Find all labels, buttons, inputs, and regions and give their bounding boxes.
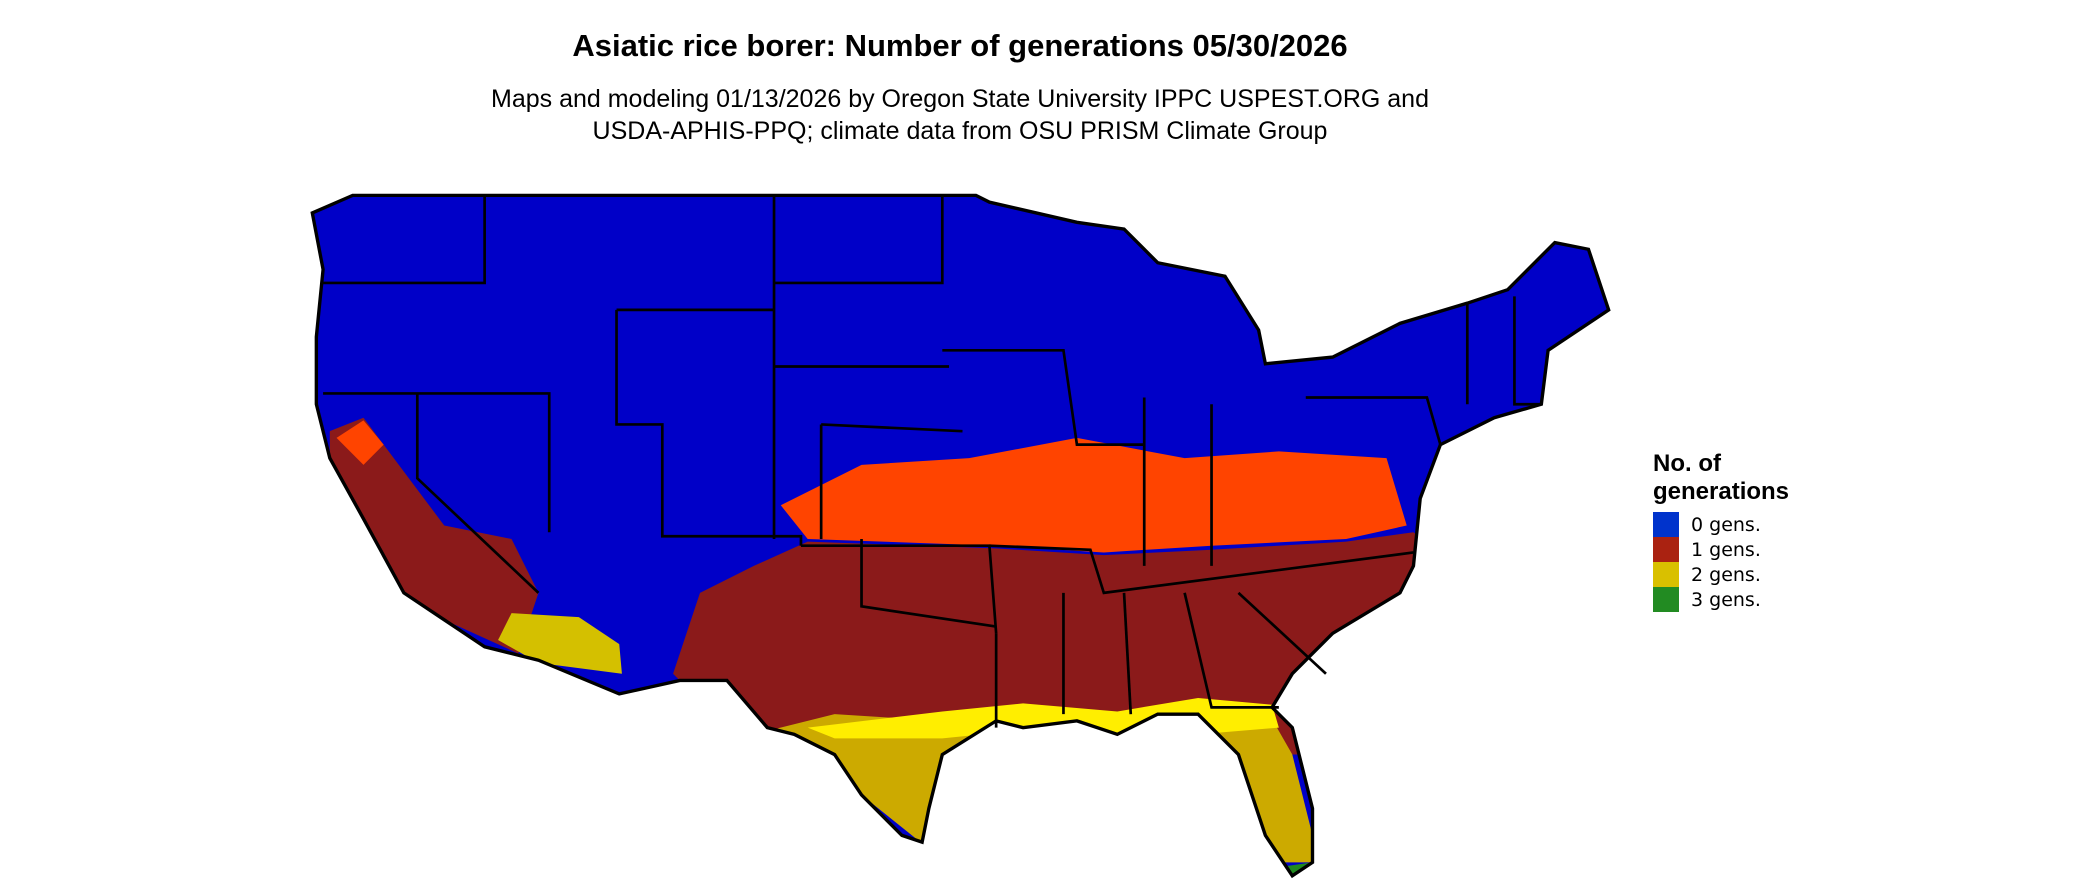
legend-label: 3 gens. [1691,588,1761,611]
legend-item-1-gens: 1 gens. [1653,537,1789,562]
legend-title: No. of generations [1653,450,1789,506]
legend-label: 2 gens. [1691,563,1761,586]
map-subtitle-line1: Maps and modeling 01/13/2026 by Oregon S… [491,85,1429,113]
legend-swatch [1653,537,1679,562]
legend-title-line2: generations [1653,478,1790,505]
legend-item-2-gens: 2 gens. [1653,562,1789,587]
legend-title-line1: No. of [1653,450,1721,477]
state-borders [323,195,1542,728]
zone-1-gens-light [780,437,1407,553]
legend-item-0-gens: 0 gens. [1653,512,1789,537]
legend-label: 1 gens. [1691,538,1761,561]
map-title: Asiatic rice borer: Number of generation… [572,28,1348,63]
zone-2-gens-arizona [498,613,622,674]
map-subtitle-line2: USDA-APHIS-PPQ; climate data from OSU PR… [592,117,1328,145]
legend-label: 0 gens. [1691,513,1761,536]
legend-swatch [1653,512,1679,537]
zone-1-gens-west-light [336,420,384,465]
legend-item-3-gens: 3 gens. [1653,587,1789,612]
legend-swatch [1653,562,1679,587]
legend: No. of generations 0 gens. 1 gens. 2 gen… [1653,450,1789,612]
legend-swatch [1653,587,1679,612]
zone-1-gens-west [329,417,539,654]
